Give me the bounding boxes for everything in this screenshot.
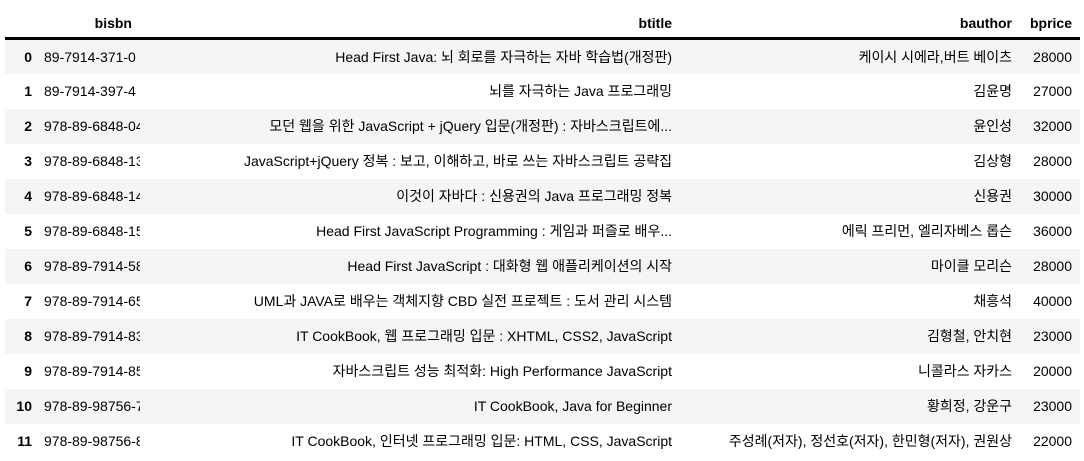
cell-index: 6 xyxy=(24,258,32,274)
cell-bauthor: 황희정, 강운구 xyxy=(926,398,1012,414)
cell-index: 7 xyxy=(24,293,32,309)
table-row: 4 978-89-6848-147-5 이것이 자바다 : 신용권의 Java 프로… xyxy=(5,178,1080,214)
cell-bprice: 23000 xyxy=(1033,328,1072,344)
cell-bauthor: 김형철, 안치현 xyxy=(926,328,1012,344)
table-row: 9 978-89-7914-855-8 자바스크립트 성능 최적화: High Pe… xyxy=(5,354,1080,389)
cell-bisbn: 978-89-6848-132-1 xyxy=(44,153,140,169)
cell-bauthor: 니콜라스 자카스 xyxy=(917,363,1012,379)
cell-bprice: 22000 xyxy=(1033,433,1072,449)
header-bauthor: bauthor xyxy=(680,8,1020,40)
cell-bisbn: 89-7914-397-4 xyxy=(44,83,136,99)
table-row: 8 978-89-7914-832-9 IT CookBook, 웹 프로그래밍 입… xyxy=(5,318,1080,354)
cell-btitle: Head First JavaScript Programming : 게임과 … xyxy=(316,223,672,239)
cell-bisbn: 978-89-6848-147-5 xyxy=(44,188,140,204)
cell-bisbn: 978-89-7914-832-9 xyxy=(44,328,140,344)
cell-bprice: 28000 xyxy=(1033,258,1072,274)
cell-bisbn: 978-89-6848-156-7 xyxy=(44,223,140,239)
header-btitle: btitle xyxy=(140,8,680,40)
cell-bisbn: 978-89-98756-89-5 xyxy=(44,433,140,449)
header-row: bisbn btitle bauthor bprice xyxy=(5,8,1080,40)
cell-btitle: Head First Java: 뇌 회로를 자극하는 자바 학습법(개정판) xyxy=(335,48,672,65)
cell-bauthor: 채흥석 xyxy=(973,293,1012,309)
cell-bauthor: 윤인성 xyxy=(973,118,1012,134)
cell-bisbn: 89-7914-371-0 xyxy=(44,48,136,65)
cell-bauthor: 케이시 시에라,버트 베이츠 xyxy=(858,48,1012,65)
table-row: 2 978-89-6848-042-3 모던 웹을 위한 JavaScript + … xyxy=(5,108,1080,144)
table-row: 5 978-89-6848-156-7 Head First JavaScript … xyxy=(5,214,1080,249)
cell-btitle: IT CookBook, Java for Beginner xyxy=(473,398,672,414)
cell-bauthor: 주성례(저자), 정선호(저자), 한민형(저자), 권원상 xyxy=(728,433,1012,449)
cell-bprice: 40000 xyxy=(1033,293,1072,309)
cell-bprice: 23000 xyxy=(1033,398,1072,414)
cell-bprice: 36000 xyxy=(1033,223,1072,239)
table-row: 10 978-89-98756-79-6 IT CookBook, Java for… xyxy=(5,388,1080,424)
cell-btitle: IT CookBook, 웹 프로그래밍 입문 : XHTML, CSS2, J… xyxy=(296,328,672,344)
cell-index: 10 xyxy=(16,398,32,414)
cell-index: 4 xyxy=(24,188,32,204)
cell-bisbn: 978-89-7914-659-2 xyxy=(44,293,140,309)
cell-index: 5 xyxy=(24,223,32,239)
table-row: 6 978-89-7914-582-3 Head First JavaScript … xyxy=(5,248,1080,284)
cell-btitle: 이것이 자바다 : 신용권의 Java 프로그래밍 정복 xyxy=(396,188,672,204)
cell-bauthor: 신용권 xyxy=(973,188,1012,204)
cell-bprice: 32000 xyxy=(1033,118,1072,134)
cell-bauthor: 김윤명 xyxy=(973,83,1012,99)
cell-bauthor: 에릭 프리먼, 엘리자베스 롭슨 xyxy=(841,223,1012,239)
cell-btitle: UML과 JAVA로 배우는 객체지향 CBD 실전 프로젝트 : 도서 관리 … xyxy=(253,293,672,309)
table-row: 1 89-7914-397-4 뇌를 자극하는 Java 프로그래밍 김윤명 27000 xyxy=(5,74,1080,109)
cell-index: 9 xyxy=(24,363,32,379)
table-row: 11 978-89-98756-89-5 IT CookBook, 인터넷 프로그래… xyxy=(5,424,1080,459)
cell-bprice: 30000 xyxy=(1033,188,1072,204)
cell-bprice: 28000 xyxy=(1033,48,1072,65)
table-row: 0 89-7914-371-0 Head First Java: 뇌 회로를 자극하… xyxy=(5,38,1080,74)
cell-bauthor: 김상형 xyxy=(973,153,1012,169)
cell-bisbn: 978-89-7914-582-3 xyxy=(44,258,140,274)
header-bisbn: bisbn xyxy=(40,8,140,40)
cell-btitle: 모던 웹을 위한 JavaScript + jQuery 입문(개정판) : 자… xyxy=(269,118,672,134)
cell-index: 0 xyxy=(24,48,32,65)
header-bprice: bprice xyxy=(1020,8,1080,40)
cell-bisbn: 978-89-98756-79-6 xyxy=(44,398,140,414)
cell-btitle: Head First JavaScript : 대화형 웹 애플리케이션의 시작 xyxy=(347,258,672,274)
cell-bprice: 28000 xyxy=(1033,153,1072,169)
header-index xyxy=(5,8,40,40)
cell-bauthor: 마이클 모리슨 xyxy=(930,258,1012,274)
cell-btitle: 뇌를 자극하는 Java 프로그래밍 xyxy=(489,83,672,99)
cell-bprice: 27000 xyxy=(1033,83,1072,99)
cell-btitle: IT CookBook, 인터넷 프로그래밍 입문: HTML, CSS, Ja… xyxy=(291,433,672,449)
cell-index: 2 xyxy=(24,118,32,134)
dataframe-table: bisbn btitle bauthor bprice 0 89-7914-371… xyxy=(5,8,1080,459)
cell-index: 1 xyxy=(24,83,32,99)
table-row: 3 978-89-6848-132-1 JavaScript+jQuery 정복 :… xyxy=(5,144,1080,179)
cell-bisbn: 978-89-6848-042-3 xyxy=(44,118,140,134)
cell-index: 11 xyxy=(17,433,32,449)
cell-btitle: 자바스크립트 성능 최적화: High Performance JavaScri… xyxy=(332,363,672,379)
cell-index: 3 xyxy=(24,153,32,169)
table-row: 7 978-89-7914-659-2 UML과 JAVA로 배우는 객체지향 CB… xyxy=(5,284,1080,319)
cell-btitle: JavaScript+jQuery 정복 : 보고, 이해하고, 바로 쓰는 자… xyxy=(243,153,672,169)
cell-bisbn: 978-89-7914-855-8 xyxy=(44,363,140,379)
cell-bprice: 20000 xyxy=(1033,363,1072,379)
cell-index: 8 xyxy=(24,328,32,344)
